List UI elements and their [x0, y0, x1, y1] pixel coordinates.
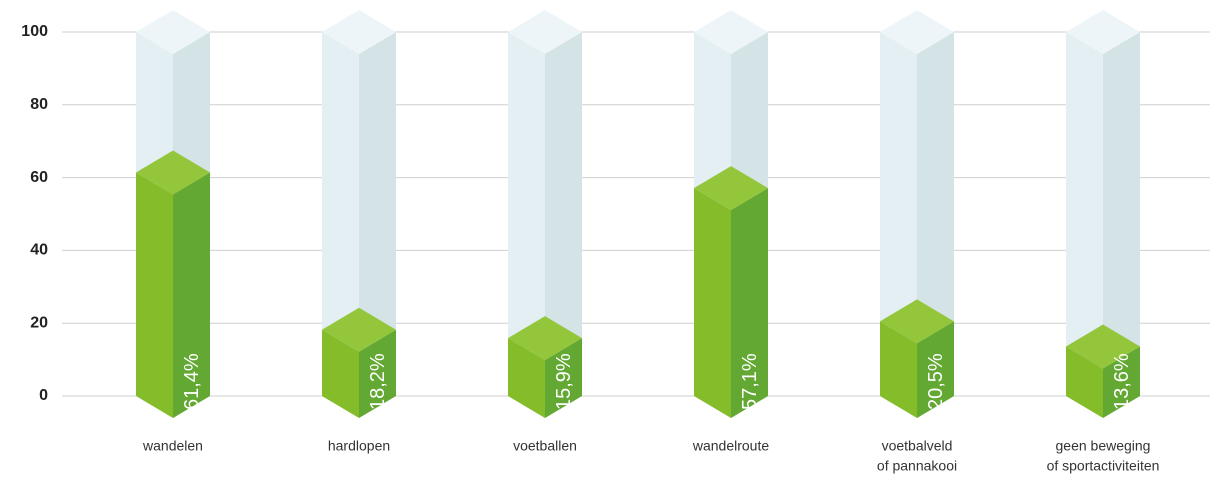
- track-front: [508, 32, 545, 418]
- track-top: [136, 10, 210, 54]
- value-label: 13,6%: [1111, 353, 1133, 410]
- y-tick-label: 60: [30, 169, 48, 186]
- x-tick-label: wandelroute: [692, 438, 769, 454]
- track-top: [1066, 10, 1140, 54]
- y-tick-label: 0: [39, 387, 48, 404]
- x-tick-label: voetbalveld: [882, 438, 953, 454]
- y-tick-label: 40: [30, 242, 48, 259]
- track-top: [508, 10, 582, 54]
- y-tick-label: 80: [30, 96, 48, 113]
- x-tick-label: hardlopen: [328, 438, 390, 454]
- bar-top: [1066, 324, 1140, 369]
- y-tick-label: 20: [30, 314, 48, 331]
- grid: [62, 31, 1210, 397]
- value-label: 18,2%: [367, 353, 389, 410]
- bar-front: [136, 172, 173, 418]
- bar-front: [322, 329, 359, 418]
- value-label: 61,4%: [181, 353, 203, 410]
- bar-front: [694, 188, 731, 418]
- track-front: [1066, 32, 1103, 418]
- bars: 61,4% 18,2% 15,9% 57,1% 20,5% 13,6%: [136, 10, 1140, 418]
- x-tick-label: wandelen: [142, 438, 203, 454]
- y-tick-label: 100: [21, 23, 48, 40]
- track-top: [694, 10, 768, 54]
- bar-side: [731, 188, 768, 418]
- x-tick-label: of sportactiviteiten: [1047, 458, 1160, 474]
- value-label: 57,1%: [739, 353, 761, 410]
- bar-side: [1103, 346, 1140, 418]
- track-top: [880, 10, 954, 54]
- bar-front: [880, 321, 917, 418]
- value-label: 15,9%: [553, 353, 575, 410]
- bar-side: [545, 338, 582, 418]
- bar-side: [917, 321, 954, 418]
- bar-top: [136, 150, 210, 195]
- bar-top: [322, 307, 396, 352]
- value-label: 20,5%: [925, 353, 947, 410]
- track-side: [1103, 32, 1140, 418]
- x-tick-label: geen beweging: [1056, 438, 1151, 454]
- bar-side: [173, 172, 210, 418]
- bar-top: [694, 166, 768, 211]
- x-tick-label: of pannakooi: [877, 458, 957, 474]
- bar-front: [508, 338, 545, 418]
- x-tick-label: voetballen: [513, 438, 577, 454]
- track-side: [545, 32, 582, 418]
- bar-top: [508, 316, 582, 361]
- bar-side: [359, 329, 396, 418]
- bar-front: [1066, 346, 1103, 418]
- track-top: [322, 10, 396, 54]
- labels: 0 20 40 60 80 100 wandelen hardlopen voetballen w…: [21, 23, 1159, 473]
- bar-top: [880, 299, 954, 344]
